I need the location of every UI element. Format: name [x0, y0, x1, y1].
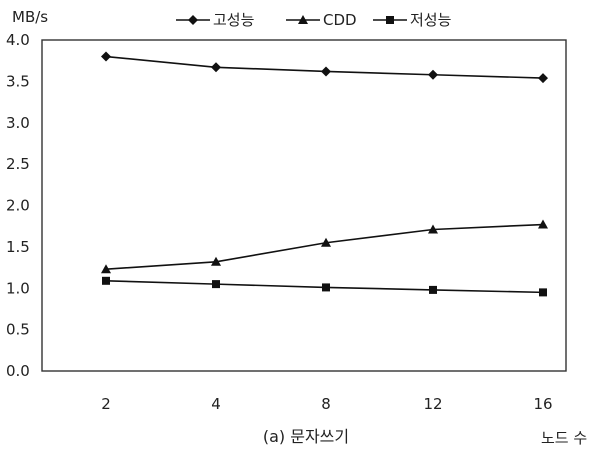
data-point-diamond	[428, 69, 438, 80]
x-tick-label: 12	[423, 395, 442, 413]
data-point-square	[429, 285, 437, 294]
x-tick-label: 16	[533, 395, 552, 413]
data-point-diamond	[101, 51, 111, 62]
data-point-triangle	[428, 224, 438, 234]
x-tick-label: 2	[101, 395, 111, 413]
series-2	[101, 219, 548, 274]
legend-item: 저성능	[373, 11, 452, 29]
legend-label: 저성능	[410, 11, 452, 29]
y-axis-label: MB/s	[12, 8, 48, 26]
y-axis-ticks: 0.0 0.5 1.0 1.5 2.0 2.5 3.0 3.5 4.0	[6, 31, 30, 380]
legend-item: CDD	[286, 11, 357, 29]
x-axis-label: 노드 수	[541, 429, 587, 447]
series-3	[102, 276, 547, 297]
data-point-diamond	[188, 15, 198, 25]
y-tick-label: 1.0	[6, 279, 30, 297]
y-tick-label: 1.5	[6, 238, 30, 256]
x-axis-ticks: 2 4 8 12 16	[101, 395, 552, 413]
data-point-triangle	[211, 256, 221, 266]
data-point-triangle	[101, 264, 111, 274]
legend-label: 고성능	[213, 11, 255, 29]
data-point-diamond	[321, 66, 331, 77]
data-point-square	[386, 16, 394, 24]
x-tick-label: 4	[211, 395, 221, 413]
data-point-diamond	[211, 62, 221, 73]
y-tick-label: 3.0	[6, 114, 30, 132]
series-line	[105, 223, 544, 271]
data-point-triangle	[321, 237, 331, 247]
data-point-square	[102, 276, 110, 285]
data-point-diamond	[538, 73, 548, 84]
data-point-square	[322, 283, 330, 292]
y-tick-label: 0.5	[6, 321, 30, 339]
legend-item: 고성능	[176, 11, 255, 29]
y-tick-label: 2.0	[6, 197, 30, 215]
chart-legend: 고성능 CDD 저성능	[176, 11, 452, 29]
legend-label: CDD	[323, 11, 357, 29]
y-tick-label: 4.0	[6, 31, 30, 49]
y-tick-label: 0.0	[6, 362, 30, 380]
plot-area	[41, 39, 567, 372]
x-tick-label: 8	[321, 395, 331, 413]
data-point-square	[539, 288, 547, 297]
series-group	[101, 51, 548, 297]
y-tick-label: 2.5	[6, 155, 30, 173]
data-point-triangle	[538, 219, 548, 229]
data-point-triangle	[298, 15, 308, 24]
series-1	[101, 51, 548, 84]
chart-caption: (a) 문자쓰기	[263, 427, 349, 446]
y-tick-label: 3.5	[6, 72, 30, 90]
data-point-square	[212, 280, 220, 289]
